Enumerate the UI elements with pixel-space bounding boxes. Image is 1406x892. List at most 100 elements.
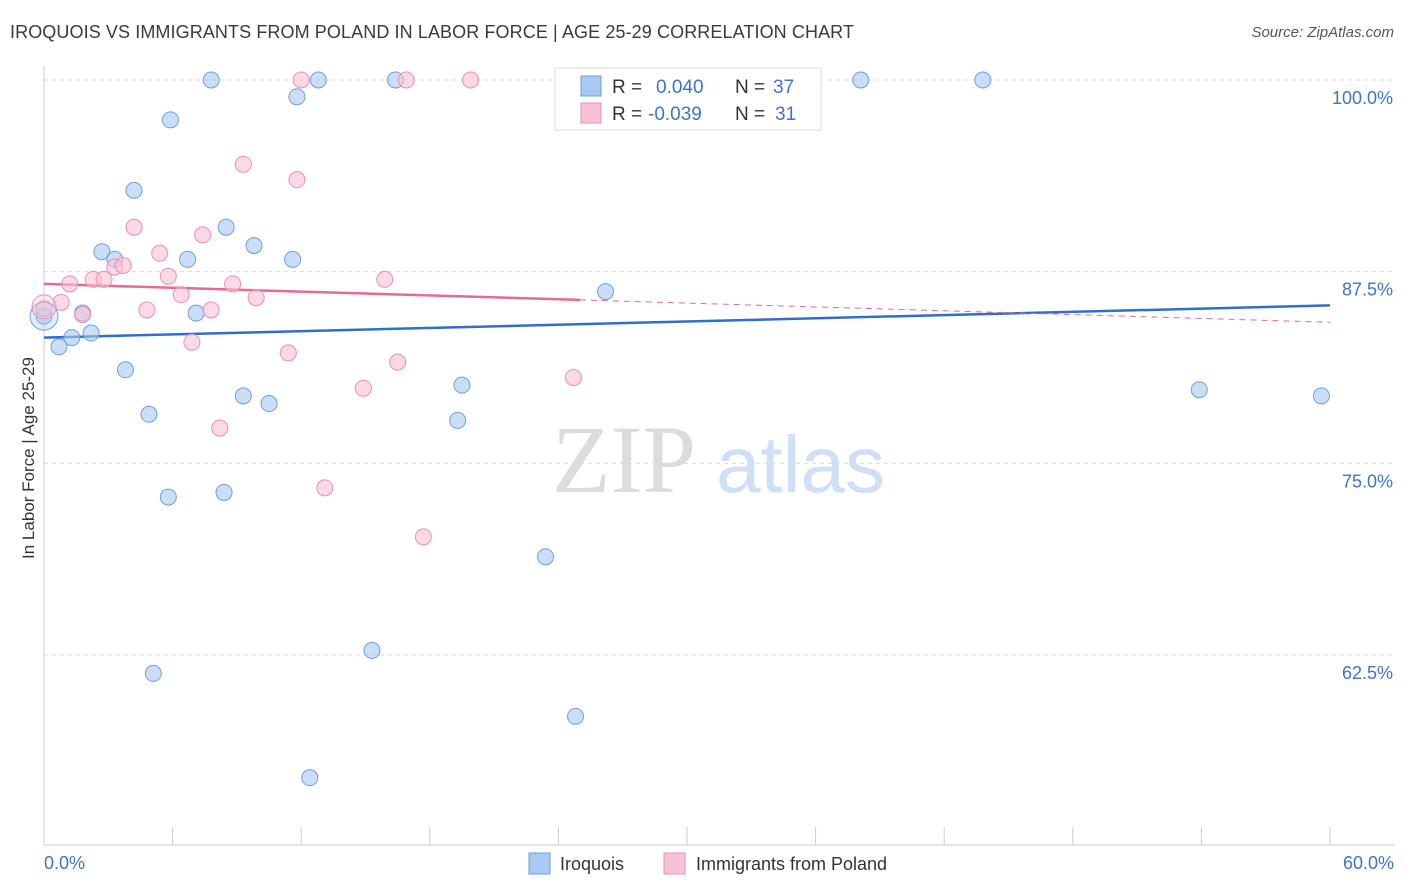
point-iroquois-32 [597,283,615,301]
y-tick-label-2: 75.0% [1342,471,1393,491]
points [29,71,1330,787]
x-tick-label-max: 60.0% [1343,853,1394,873]
point-poland-13 [183,333,201,351]
point-poland-23 [316,479,334,497]
point-iroquois-12 [144,664,162,682]
point-iroquois-8 [125,181,143,199]
point-iroquois-9 [140,405,158,423]
point-poland-3 [74,306,92,324]
point-poland-17 [224,275,242,293]
bottom-legend-label-iroquois: Iroquois [560,854,624,874]
point-poland-22 [292,71,310,89]
point-poland-26 [389,353,407,371]
point-iroquois-2 [63,329,81,347]
point-iroquois-7 [116,361,134,379]
point-poland-28 [414,528,432,546]
point-iroquois-30 [567,707,585,725]
point-poland-0 [35,299,53,317]
point-poland-30 [564,368,582,386]
legend-swatch-iroquois [580,75,602,97]
point-poland-9 [138,301,156,319]
point-iroquois-33 [852,71,870,89]
legend-n-label-iroquois: N = [735,77,765,98]
point-poland-7 [114,257,132,275]
point-iroquois-20 [260,395,278,413]
point-iroquois-16 [215,483,233,501]
point-iroquois-14 [187,304,205,322]
chart-source: Source: ZipAtlas.com [1251,24,1394,41]
bottom-legend-swatch-iroquois [528,852,551,875]
point-cluster-poland [31,294,57,320]
point-iroquois-22 [288,88,306,106]
y-tick-label-3: 62.5% [1342,663,1393,683]
point-cluster-iroquois [29,301,59,331]
point-poland-21 [288,171,306,189]
point-poland-19 [247,289,265,307]
point-iroquois-27 [449,411,467,429]
x-tick-label-min: 0.0% [44,853,85,873]
watermark-zip: ZIP [552,406,696,513]
trendlines [43,282,1331,339]
legend-swatch-poland [580,102,602,124]
point-iroquois-23 [301,769,319,787]
point-iroquois-17 [217,218,235,236]
y-tick-label-1: 87.5% [1342,280,1393,300]
point-iroquois-1 [50,338,68,356]
point-iroquois-29 [537,548,555,566]
watermark: ZIP atlas [552,406,885,513]
y-tick-label-0: 100.0% [1332,88,1393,108]
legend-r-label-iroquois: R = [612,77,642,98]
point-poland-25 [376,270,394,288]
y-axis-label: In Labor Force | Age 25-29 [19,357,38,559]
point-iroquois-36 [1312,387,1330,405]
trendline-poland [43,282,580,302]
point-iroquois-19 [245,237,263,255]
point-poland-20 [279,344,297,362]
point-iroquois-25 [363,641,381,659]
bottom-legend-label-poland: Immigrants from Poland [696,854,887,874]
trendline-poland-extrapolated [579,299,1331,323]
point-poland-18 [234,155,252,173]
chart-title: IROQUOIS VS IMMIGRANTS FROM POLAND IN LA… [10,22,855,42]
legend-r-label-poland: R = [612,104,642,125]
point-poland-16 [211,419,229,437]
point-iroquois-18 [234,387,252,405]
point-poland-29 [462,71,480,89]
bottom-legend-swatch-poland [663,852,686,875]
x-tick-labels: 0.0% 60.0% [44,853,1394,873]
point-poland-15 [202,301,220,319]
point-iroquois-10 [161,111,179,129]
y-tick-labels: 100.0% 87.5% 75.0% 62.5% [1332,88,1393,683]
legend-r-value-poland: -0.039 [648,104,702,125]
point-iroquois-21 [284,250,302,268]
point-poland-8 [125,218,143,236]
point-iroquois-11 [159,488,177,506]
axes [43,66,1394,846]
legend-series: Iroquois Immigrants from Poland [528,852,887,875]
point-poland-12 [172,286,190,304]
point-poland-14 [194,226,212,244]
point-iroquois-24 [309,71,327,89]
point-iroquois-5 [93,243,111,261]
point-iroquois-35 [1190,381,1208,399]
point-poland-11 [159,267,177,285]
point-iroquois-15 [202,71,220,89]
legend-r-value-iroquois: 0.040 [656,77,704,98]
point-poland-24 [354,379,372,397]
trendline-iroquois [43,304,1331,339]
legend-n-value-poland: 31 [775,104,796,125]
legend-n-value-iroquois: 37 [773,77,794,98]
point-poland-2 [61,275,79,293]
point-poland-5 [95,270,113,288]
legend-n-label-poland: N = [735,104,765,125]
point-poland-27 [397,71,415,89]
point-poland-1 [52,293,70,311]
point-iroquois-28 [453,376,471,394]
legend-stats: R = 0.040 N = 37 R = -0.039 N = 31 [554,67,822,131]
point-poland-10 [151,244,169,262]
point-iroquois-34 [974,71,992,89]
point-iroquois-13 [179,250,197,268]
watermark-atlas: atlas [716,420,885,509]
point-iroquois-4 [82,324,100,342]
